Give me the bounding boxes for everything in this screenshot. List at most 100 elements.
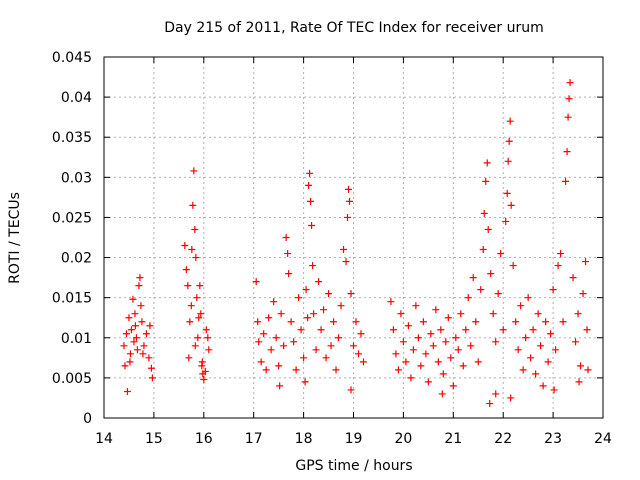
data-point: [579, 290, 587, 298]
data-point: [477, 286, 485, 294]
data-point: [439, 370, 447, 378]
data-point: [191, 225, 199, 233]
y-tick-label: 0.045: [52, 50, 92, 66]
data-point: [121, 362, 129, 370]
data-point: [399, 338, 407, 346]
data-point: [562, 177, 570, 185]
y-tick-label: 0.025: [52, 210, 92, 226]
data-point: [330, 318, 338, 326]
data-point: [267, 346, 275, 354]
y-tick-label: 0.005: [52, 371, 92, 387]
data-point: [459, 362, 467, 370]
data-point: [583, 326, 591, 334]
data-point: [280, 342, 288, 350]
data-point: [137, 302, 145, 310]
data-point: [300, 354, 308, 362]
data-point: [184, 282, 192, 290]
data-point: [325, 290, 333, 298]
data-point: [486, 400, 494, 408]
data-point: [270, 298, 278, 306]
data-point: [575, 378, 583, 386]
data-point: [192, 254, 200, 262]
data-point: [527, 354, 535, 362]
data-point: [454, 346, 462, 354]
data-point: [529, 326, 537, 334]
data-point: [506, 117, 514, 125]
data-point: [275, 362, 283, 370]
data-point: [195, 314, 203, 322]
data-point: [320, 306, 328, 314]
data-points: [120, 79, 592, 408]
data-point: [489, 310, 497, 318]
data-point: [254, 318, 262, 326]
data-point: [131, 310, 139, 318]
data-point: [148, 374, 156, 382]
data-point: [392, 350, 400, 358]
data-point: [509, 262, 517, 270]
data-point: [132, 334, 140, 342]
data-point: [402, 358, 410, 366]
x-tick-label: 22: [494, 431, 512, 447]
data-point: [457, 310, 465, 318]
data-point: [564, 113, 572, 121]
data-point: [522, 334, 530, 342]
data-point: [502, 217, 510, 225]
data-point: [352, 318, 360, 326]
data-point: [136, 274, 144, 282]
data-point: [189, 201, 197, 209]
data-point: [122, 330, 130, 338]
data-point: [306, 169, 314, 177]
data-point: [497, 250, 505, 258]
data-point: [135, 282, 143, 290]
data-point: [350, 342, 357, 350]
data-point: [354, 350, 362, 358]
data-point: [419, 318, 427, 326]
data-point: [277, 310, 285, 318]
data-point: [262, 366, 270, 374]
y-tick-label: 0.04: [61, 90, 92, 106]
data-point: [307, 197, 315, 205]
data-point: [574, 310, 582, 318]
data-point: [484, 225, 492, 233]
data-point: [519, 366, 527, 374]
data-point: [188, 246, 196, 254]
x-tick-label: 23: [544, 431, 562, 447]
data-point: [539, 382, 547, 390]
data-point: [442, 338, 450, 346]
data-point: [407, 374, 415, 382]
data-point: [197, 310, 205, 318]
data-point: [191, 342, 199, 350]
data-point: [492, 338, 500, 346]
data-point: [494, 290, 502, 298]
data-point: [517, 302, 525, 310]
data-point: [537, 342, 545, 350]
data-point: [514, 346, 522, 354]
data-point: [284, 250, 292, 258]
data-point: [394, 366, 402, 374]
data-point: [566, 79, 574, 87]
x-axis-label: GPS time / hours: [295, 458, 412, 474]
data-point: [552, 346, 560, 354]
data-point: [342, 258, 350, 266]
data-point: [554, 262, 562, 270]
x-tick-label: 18: [295, 431, 313, 447]
data-point: [359, 358, 367, 366]
tick-labels: 14 15 16 17 18 19 20 21 22 23 24 0 0.005 0.01 0.015 0.0…: [52, 50, 612, 447]
data-point: [133, 346, 141, 354]
data-point: [584, 366, 592, 374]
data-point: [479, 246, 487, 254]
data-point: [276, 382, 284, 390]
data-point: [327, 342, 335, 350]
data-point: [282, 234, 290, 241]
data-point: [257, 358, 265, 366]
data-point: [499, 326, 507, 334]
data-point: [422, 350, 430, 358]
data-point: [200, 375, 208, 383]
data-point: [472, 318, 480, 326]
data-point: [204, 334, 212, 342]
data-point: [429, 342, 437, 350]
data-point: [424, 378, 432, 386]
data-point: [534, 310, 542, 318]
data-point: [304, 314, 312, 322]
data-point: [146, 322, 154, 330]
